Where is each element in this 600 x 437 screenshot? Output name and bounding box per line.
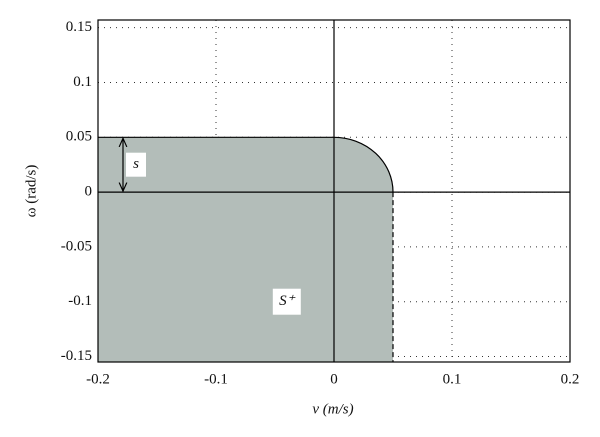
region-boundary	[98, 136, 394, 193]
x-axis-label: v (m/s)	[312, 401, 353, 417]
x-tick-label: 0.1	[443, 371, 462, 387]
y-axis-label: ω (rad/s)	[23, 165, 39, 218]
x-tick-label: -0.1	[204, 371, 228, 387]
y-tick-label: 0	[85, 184, 93, 200]
feasible-region	[98, 137, 393, 362]
height-label: s	[133, 156, 139, 172]
y-tick-label: 0.05	[66, 129, 92, 145]
region-label: S⁺	[279, 293, 296, 309]
x-tick-label: -0.2	[86, 371, 110, 387]
x-tick-label: 0	[330, 371, 338, 387]
y-tick-label: 0.1	[73, 74, 92, 90]
plot-frame	[97, 19, 571, 363]
y-tick-label: 0.15	[66, 19, 92, 35]
x-tick-label: 0.2	[561, 371, 580, 387]
label-box	[272, 288, 301, 315]
y-tick-label: -0.1	[68, 293, 92, 309]
label-box	[126, 152, 146, 177]
y-tick-label: -0.05	[61, 238, 92, 254]
y-tick-label: -0.15	[61, 348, 92, 364]
